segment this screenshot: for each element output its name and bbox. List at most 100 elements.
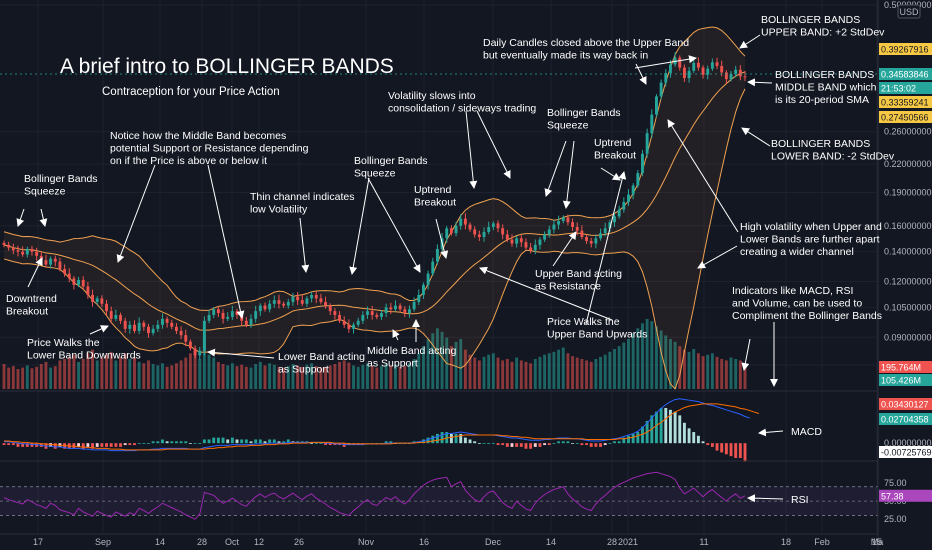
candle-body	[310, 294, 314, 299]
macd-tick-label: 0.00000000	[884, 438, 932, 448]
candle-body	[724, 72, 728, 80]
candle-body	[319, 298, 323, 302]
volume-bar	[347, 362, 351, 389]
candle-body	[585, 237, 588, 241]
macd-histogram-bar	[543, 443, 547, 446]
candle-body	[21, 251, 25, 255]
candle-body	[67, 273, 71, 279]
candle-body	[613, 216, 616, 223]
annotation-arrow	[667, 119, 739, 233]
candle-body	[300, 300, 304, 304]
macd-histogram-bar	[608, 443, 612, 444]
annotation-indicators-note: and Volume, can be used to	[732, 298, 862, 310]
volume-bar	[394, 364, 397, 389]
candle-body	[188, 341, 192, 349]
candle-body	[286, 301, 290, 306]
volume-bar	[35, 366, 39, 389]
macd-histogram-bar	[53, 443, 57, 449]
macd-histogram-bar	[431, 435, 435, 444]
macd-histogram-bar	[655, 411, 658, 444]
macd-histogram-bar	[561, 441, 565, 444]
annotation-price-walks-lower: Price Walks the	[27, 337, 100, 349]
macd-histogram-bar	[501, 443, 505, 446]
macd-histogram-bar	[636, 432, 640, 444]
volume-bar	[501, 360, 505, 389]
macd-histogram-bar	[179, 441, 183, 444]
time-tick-label: 15	[872, 537, 882, 547]
price-tick-label: 0.12000000	[884, 277, 932, 287]
volume-bar	[184, 357, 188, 389]
volume-bar	[263, 365, 267, 389]
volume-bar	[39, 364, 43, 389]
candle-body	[216, 309, 220, 314]
candle-body	[627, 194, 630, 202]
annotation-high-volatility: Lower Bands are further apart	[740, 234, 880, 246]
volume-bar	[655, 326, 658, 389]
volume-bar	[286, 366, 290, 389]
candle-body	[463, 218, 467, 225]
volume-bar	[25, 365, 29, 389]
candle-body	[16, 250, 20, 252]
volume-bar	[81, 359, 85, 389]
price-tag	[879, 82, 932, 94]
macd-histogram-bar	[706, 443, 710, 446]
annotation-high-volatility: High volatility when Upper and	[740, 221, 882, 233]
candle-body	[421, 284, 425, 295]
volume-bar	[743, 363, 747, 389]
candle-body	[44, 260, 48, 265]
volume-bar	[575, 357, 579, 389]
macd-signal-line	[4, 403, 760, 451]
candle-body	[524, 242, 528, 248]
time-axis[interactable]: 17 Sep 14 28 Oct 12 26 Nov 16 Dec 14 28 2021 11 18 Feb 1…	[33, 537, 883, 547]
macd-histogram-bar	[81, 443, 85, 449]
volume-bar	[151, 364, 155, 389]
macd-histogram-bar	[207, 439, 211, 444]
candle-body	[482, 231, 486, 238]
volume-bar	[459, 339, 463, 389]
annotation-rsi: RSI	[791, 494, 809, 506]
macd-histogram-bar	[463, 437, 467, 444]
currency-button[interactable]	[897, 4, 921, 19]
candle-body	[95, 298, 99, 302]
candle-body	[366, 311, 369, 315]
volume-bar	[235, 366, 239, 389]
volume-bar	[370, 366, 374, 389]
macd-histogram-bar	[515, 443, 519, 447]
volume-bar	[380, 366, 383, 389]
volume-bar	[701, 356, 705, 389]
candle-body	[445, 228, 449, 239]
macd-histogram-bar	[589, 443, 593, 447]
volume-bar	[128, 359, 132, 389]
candle-body	[664, 73, 668, 83]
annotation-indicators-note: Compliment the Bollinger Bands	[732, 310, 882, 322]
candle-body	[408, 309, 411, 314]
macd-histogram-bar	[11, 443, 15, 446]
candle-body	[35, 251, 39, 256]
candle-body	[128, 324, 132, 329]
macd-histogram-bar	[743, 443, 747, 462]
macd-histogram-bar	[627, 435, 630, 444]
volume-bar	[557, 349, 561, 389]
candle-body	[519, 238, 523, 243]
volume-bar	[613, 349, 616, 389]
volume-bar	[599, 356, 602, 389]
macd-histogram-bar	[2, 443, 6, 446]
macd-histogram-bar	[216, 437, 220, 444]
volume-bar	[2, 364, 6, 389]
macd-histogram-bar	[659, 407, 663, 444]
volume-bar	[21, 367, 25, 389]
volume-bar	[161, 363, 164, 389]
candle-body	[575, 227, 579, 231]
macd-histogram-bar	[687, 428, 691, 444]
volume-bar	[403, 366, 407, 389]
annotation-arrow	[116, 164, 156, 263]
candle-body	[454, 225, 458, 234]
volume-bar	[449, 346, 453, 389]
volume-bar	[240, 364, 244, 389]
volume-bar	[16, 369, 20, 389]
macd-histogram-bar	[25, 443, 29, 447]
volume-bar	[696, 353, 700, 389]
annotation-arrow	[479, 266, 613, 321]
macd-histogram-bar	[91, 443, 94, 449]
